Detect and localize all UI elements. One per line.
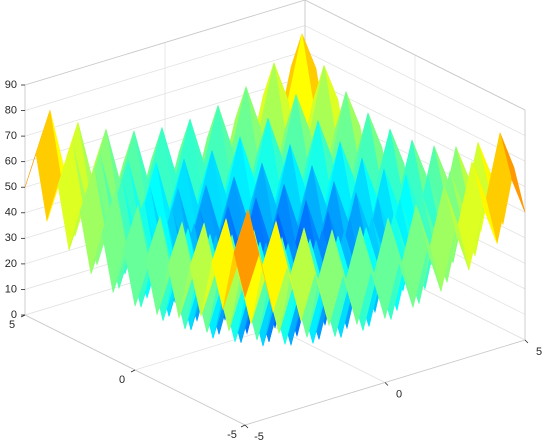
z-tick-label: 30: [5, 232, 17, 244]
y-tick-label: -5: [227, 429, 237, 441]
z-tick-label: 90: [5, 79, 17, 91]
y-tick: [240, 424, 246, 428]
x-tick: [384, 382, 389, 386]
y-tick-label: 0: [119, 374, 125, 386]
x-tick-label: -5: [254, 431, 264, 443]
y-tick: [20, 314, 26, 318]
z-tick-label: 80: [5, 104, 17, 116]
surface-patch: [485, 132, 512, 244]
y-tick-label: 5: [9, 319, 15, 331]
x-tick: [244, 424, 249, 429]
surface-patch: [233, 208, 260, 299]
x-tick-label: 0: [396, 388, 402, 400]
z-tick-label: 50: [5, 181, 17, 193]
z-tick-label: 0: [11, 309, 17, 321]
x-tick-label: 5: [536, 346, 542, 358]
z-tick-label: 10: [5, 283, 17, 295]
surface-patch: [35, 110, 62, 222]
z-tick-label: 40: [5, 207, 17, 219]
box-edge: [304, 0, 526, 111]
z-tick-label: 60: [5, 156, 17, 168]
y-tick: [130, 369, 136, 373]
box-edge: [24, 0, 306, 86]
z-tick-label: 70: [5, 130, 17, 142]
x-tick: [524, 339, 529, 344]
surface: [24, 33, 526, 347]
z-tick-label: 20: [5, 258, 17, 270]
